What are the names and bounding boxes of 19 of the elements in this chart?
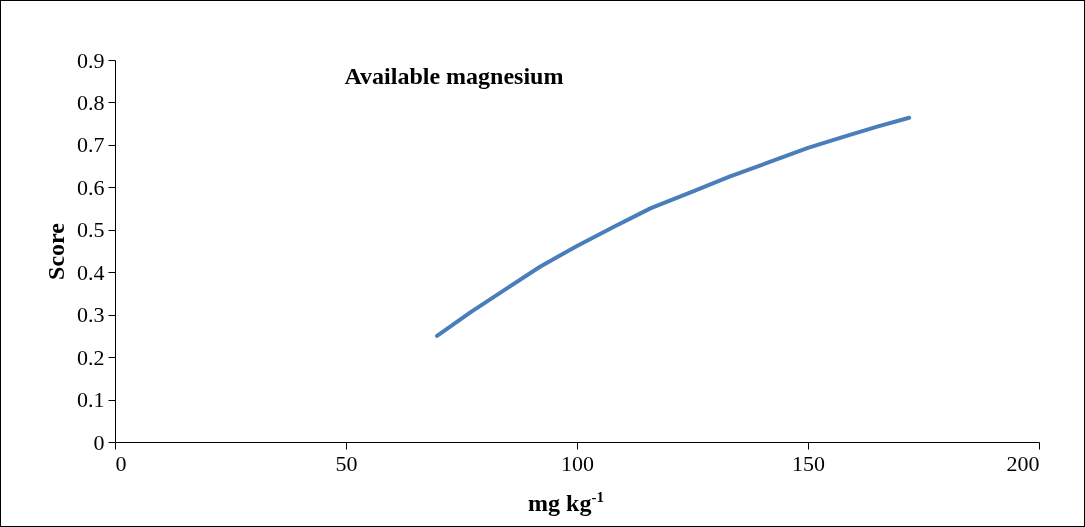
y-tick-label: 0.3	[77, 302, 105, 328]
x-tick-label: 200	[1006, 450, 1040, 476]
y-tick-label: 0.6	[77, 174, 105, 200]
y-axis-title: Score	[43, 222, 69, 280]
x-tick-label: 50	[335, 450, 358, 476]
y-tick-label: 0.7	[77, 132, 105, 158]
chart-title: Available magnesium	[344, 63, 564, 89]
y-tick-label: 0.5	[77, 217, 105, 243]
x-tick-label: 150	[792, 450, 825, 476]
x-tick-label: 0	[115, 450, 127, 476]
y-tick-label: 0.4	[77, 259, 105, 285]
y-tick-label: 0.9	[77, 47, 105, 73]
x-axis-title: mg kg$^{-1}$	[527, 489, 605, 517]
x-tick-label: 100	[561, 450, 594, 476]
line-series	[435, 115, 912, 338]
y-tick-label: 0.8	[77, 89, 105, 115]
y-tick-label: 0.1	[77, 387, 105, 413]
y-tick-label: 0	[93, 429, 105, 455]
y-tick-label: 0.2	[77, 344, 105, 370]
